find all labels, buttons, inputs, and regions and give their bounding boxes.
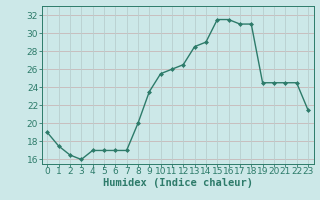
X-axis label: Humidex (Indice chaleur): Humidex (Indice chaleur) bbox=[103, 178, 252, 188]
